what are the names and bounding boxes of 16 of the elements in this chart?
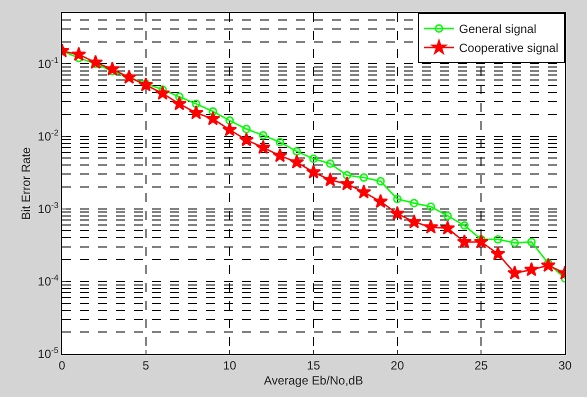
x-tick-label: 20 bbox=[390, 358, 404, 372]
x-tick-label: 10 bbox=[222, 358, 237, 372]
y-tick-label: 10$^{-5}$ bbox=[38, 345, 59, 362]
x-axis-title: Average Eb/No,dB bbox=[264, 373, 364, 388]
y-tick-label: 10$^{-1}$ bbox=[38, 54, 59, 71]
y-tick-label: 10$^{-4}$ bbox=[38, 272, 59, 289]
y-tick-label: 10$^{-3}$ bbox=[38, 200, 59, 216]
x-tick-label: 25 bbox=[474, 358, 488, 372]
legend-label: General signal bbox=[459, 22, 536, 36]
legend-label: Cooperative signal bbox=[459, 41, 558, 56]
x-tick-label: 0 bbox=[58, 358, 66, 372]
x-tick-label: 5 bbox=[142, 358, 150, 372]
x-tick-label: 15 bbox=[306, 358, 320, 372]
x-tick-label: 30 bbox=[558, 358, 572, 372]
y-axis-title: Bit Error Rate bbox=[19, 146, 34, 220]
y-tick-label: 10$^{-2}$ bbox=[38, 127, 59, 144]
